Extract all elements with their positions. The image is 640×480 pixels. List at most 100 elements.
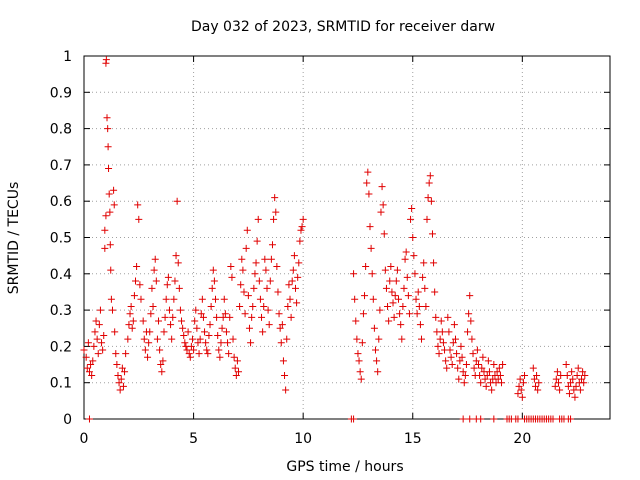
- data-point: [373, 357, 381, 365]
- data-point: [94, 350, 102, 358]
- data-point: [95, 321, 103, 329]
- data-point: [195, 350, 203, 358]
- data-point: [164, 273, 172, 281]
- data-point: [90, 342, 98, 350]
- data-point: [392, 277, 400, 285]
- data-point: [171, 277, 179, 285]
- data-point: [412, 295, 420, 303]
- data-point: [556, 386, 564, 394]
- data-point: [141, 346, 149, 354]
- data-point: [272, 208, 280, 216]
- data-point: [567, 415, 575, 423]
- data-point: [250, 284, 258, 292]
- data-point: [274, 288, 282, 296]
- data-point: [267, 255, 275, 263]
- data-point: [279, 357, 287, 365]
- data-point: [472, 357, 480, 365]
- data-point: [222, 328, 230, 336]
- data-point: [298, 223, 306, 231]
- data-point: [172, 252, 180, 260]
- data-point: [563, 371, 571, 379]
- data-point: [379, 201, 387, 209]
- data-point: [99, 346, 107, 354]
- data-point: [530, 375, 538, 383]
- data-point: [121, 368, 129, 376]
- data-point: [239, 266, 247, 274]
- data-point: [229, 335, 237, 343]
- data-point: [573, 371, 581, 379]
- data-point: [415, 302, 423, 310]
- data-point: [293, 299, 301, 307]
- data-point: [299, 215, 307, 223]
- data-point: [201, 328, 209, 336]
- data-point: [244, 292, 252, 300]
- data-point: [535, 379, 543, 387]
- data-point: [457, 342, 465, 350]
- data-point: [88, 371, 96, 379]
- data-point: [483, 371, 491, 379]
- x-axis-label: GPS time / hours: [286, 459, 403, 475]
- data-point: [215, 346, 223, 354]
- data-point: [96, 306, 104, 314]
- data-point: [262, 266, 270, 274]
- data-point: [281, 371, 289, 379]
- data-point: [114, 371, 122, 379]
- data-point: [278, 321, 286, 329]
- data-point: [137, 295, 145, 303]
- data-point: [213, 313, 221, 321]
- data-point: [204, 350, 212, 358]
- data-point: [353, 335, 361, 343]
- data-point: [488, 386, 496, 394]
- data-point: [363, 179, 371, 187]
- data-point: [477, 379, 485, 387]
- data-point: [80, 346, 88, 354]
- data-point: [467, 317, 475, 325]
- data-point: [567, 379, 575, 387]
- data-point: [562, 361, 570, 369]
- data-point: [104, 143, 112, 151]
- data-point: [533, 371, 541, 379]
- data-point: [362, 263, 370, 271]
- data-point: [290, 252, 298, 260]
- data-point: [565, 390, 573, 398]
- data-point: [580, 379, 588, 387]
- data-point: [165, 306, 173, 314]
- data-point: [240, 288, 248, 296]
- data-point: [519, 379, 527, 387]
- data-point: [98, 339, 106, 347]
- data-point: [260, 302, 268, 310]
- data-point: [395, 295, 403, 303]
- data-point: [574, 364, 582, 372]
- grid-lines: [84, 56, 610, 419]
- data-point: [266, 277, 274, 285]
- data-point: [514, 415, 522, 423]
- data-point: [466, 415, 474, 423]
- data-point: [289, 266, 297, 274]
- data-point: [134, 201, 142, 209]
- data-point: [351, 295, 359, 303]
- data-point: [156, 346, 164, 354]
- data-point: [398, 335, 406, 343]
- data-point: [220, 295, 228, 303]
- data-point: [361, 292, 369, 300]
- data-point: [446, 346, 454, 354]
- data-point: [439, 339, 447, 347]
- data-point: [284, 302, 292, 310]
- data-point: [157, 361, 165, 369]
- data-point: [218, 324, 226, 332]
- data-point: [388, 288, 396, 296]
- data-point: [521, 371, 529, 379]
- data-point: [146, 328, 154, 336]
- data-point: [105, 190, 113, 198]
- data-point: [107, 266, 115, 274]
- data-point: [403, 273, 411, 281]
- data-point: [227, 263, 235, 271]
- data-point: [203, 346, 211, 354]
- data-point: [445, 328, 453, 336]
- data-point: [477, 415, 485, 423]
- data-point: [374, 368, 382, 376]
- data-point: [122, 350, 130, 358]
- data-point: [553, 368, 561, 376]
- data-point: [428, 230, 436, 238]
- data-point: [391, 292, 399, 300]
